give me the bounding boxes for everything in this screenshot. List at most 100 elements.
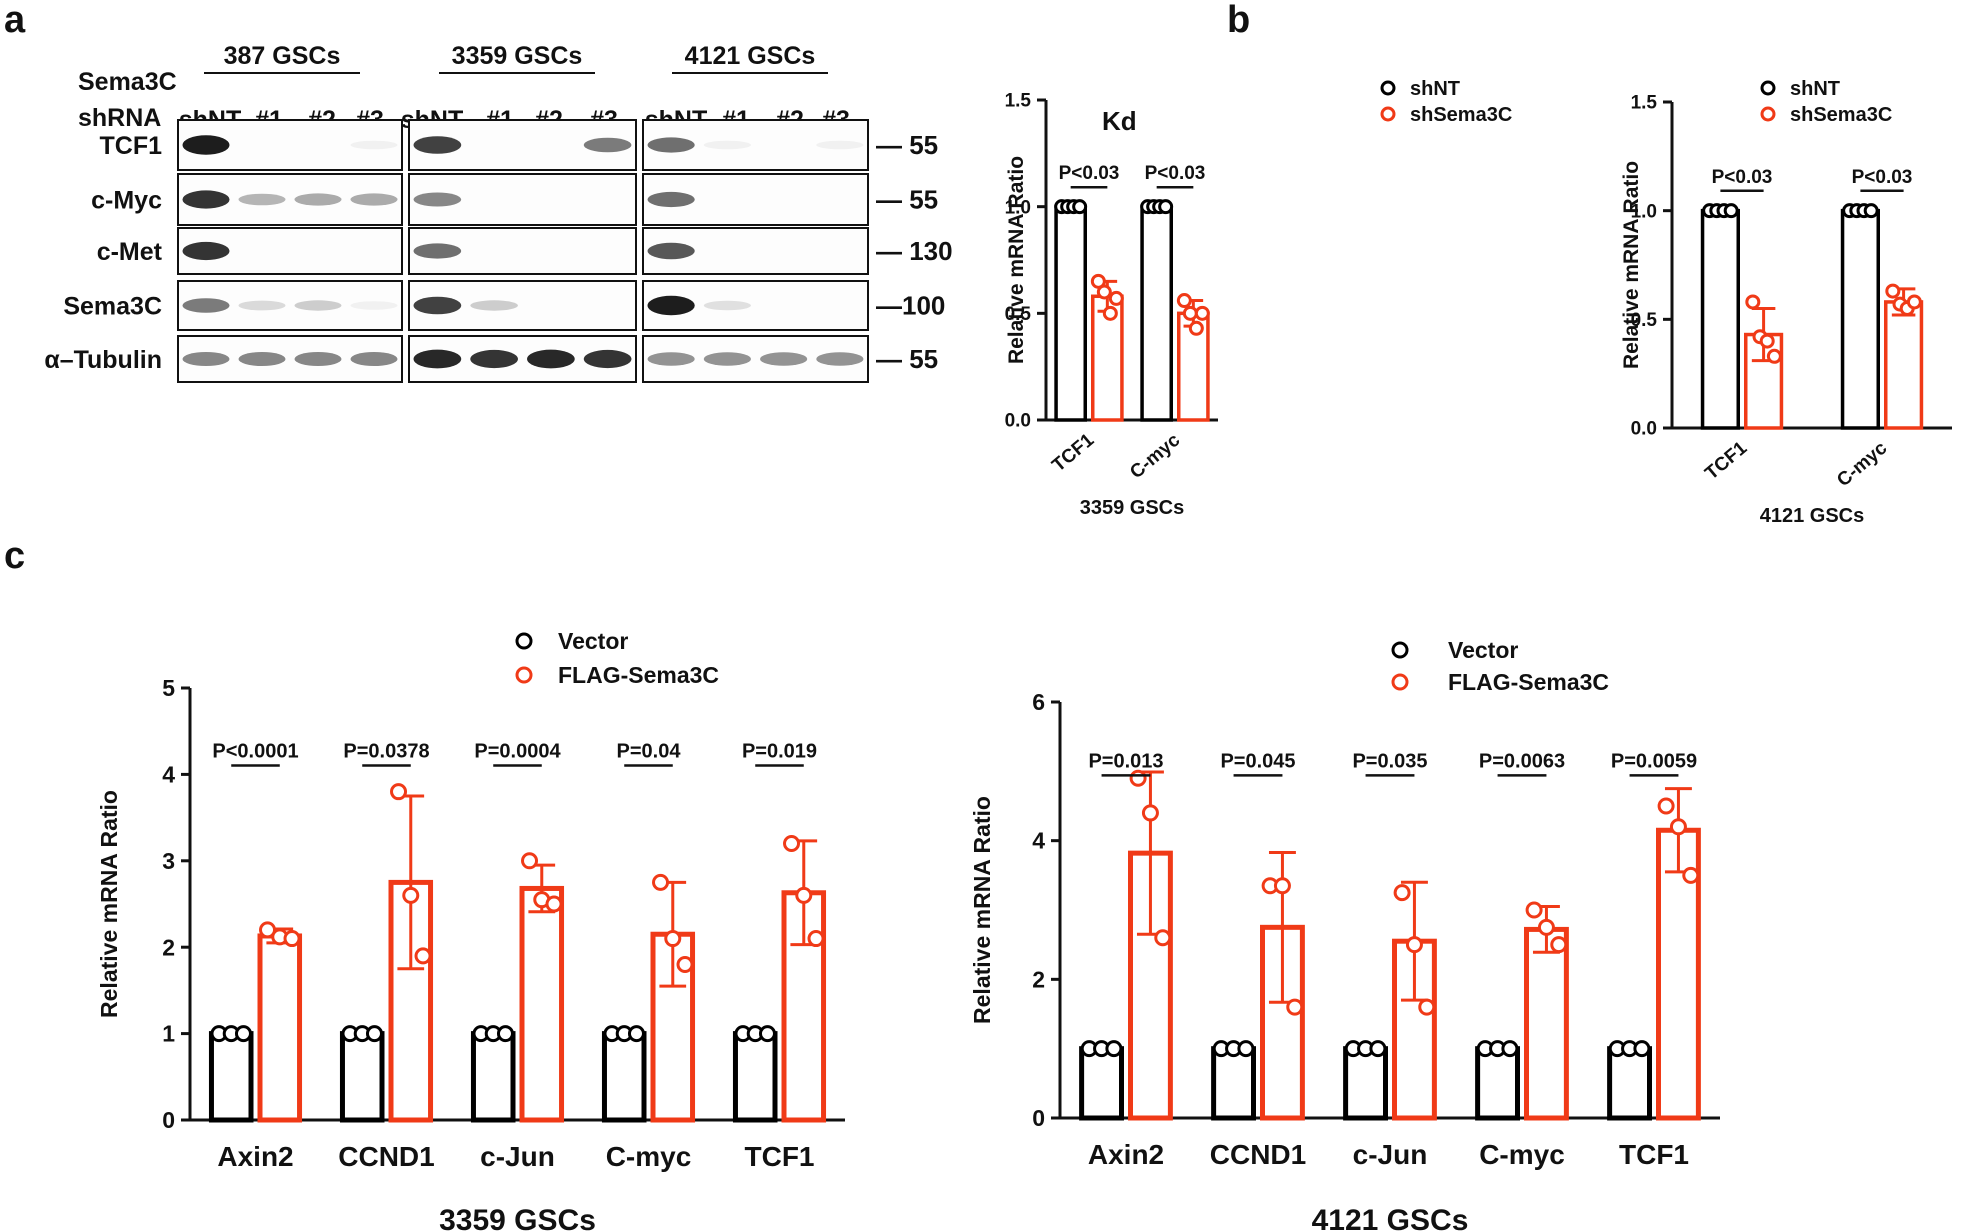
blot-band (527, 349, 575, 369)
bar-control (1475, 1046, 1520, 1121)
p-value-label: P=0.035 (1352, 750, 1427, 772)
data-point (795, 886, 813, 904)
blot-band (647, 137, 695, 153)
blot-band (238, 300, 286, 311)
data-point (1418, 998, 1436, 1016)
blot-row-label: Sema3C (63, 293, 162, 321)
data-point (283, 930, 301, 948)
data-point (1550, 936, 1568, 954)
blot-group-title: 387 GSCs (224, 42, 341, 70)
blot-band (583, 349, 632, 369)
data-point (1885, 283, 1901, 299)
blot-band (350, 352, 398, 366)
y-tick-label: 4 (1032, 828, 1045, 854)
legend-label: Vector (1448, 637, 1518, 663)
bar-control (1079, 1046, 1124, 1121)
blot-band (816, 140, 864, 150)
blot-band (760, 352, 808, 366)
data-point (1237, 1040, 1255, 1058)
blot-marker: — 55 (876, 344, 938, 374)
data-point (1863, 203, 1879, 219)
legend-label: shSema3C (1410, 104, 1512, 126)
blot-band (182, 352, 230, 366)
data-point (783, 835, 801, 853)
y-axis-label: Relative mRNA Ratio (1005, 156, 1028, 364)
blot-band (294, 352, 342, 366)
blot-group-title: 3359 GSCs (452, 42, 583, 70)
data-point (234, 1025, 252, 1043)
bar-treated (519, 885, 565, 1123)
data-point (807, 930, 825, 948)
data-point (496, 1025, 514, 1043)
blot-kd-label: Kd (1102, 106, 1137, 136)
legend-marker (515, 632, 533, 650)
blot-band (182, 298, 230, 313)
bar-control (208, 1031, 254, 1123)
legend-marker (1760, 80, 1776, 96)
data-point (1501, 1040, 1519, 1058)
data-point (627, 1025, 645, 1043)
blot-band (182, 135, 230, 155)
x-category-label: Axin2 (217, 1141, 293, 1172)
data-point (758, 1025, 776, 1043)
y-tick-label: 0.5 (1005, 304, 1032, 325)
p-value-label: P=0.0378 (343, 740, 429, 762)
data-point (1072, 199, 1088, 215)
bar-control (1054, 204, 1087, 422)
legend-label: FLAG-Sema3C (558, 662, 719, 688)
p-value-label: P=0.045 (1220, 750, 1295, 772)
blot-marker: — 55 (876, 185, 938, 215)
legend-marker (1391, 673, 1409, 691)
data-point (1096, 284, 1112, 300)
blot-band (583, 137, 632, 153)
data-point (1182, 305, 1198, 321)
data-point (1090, 273, 1106, 289)
bar-control (1607, 1046, 1652, 1121)
x-category-label: TCF1 (1048, 429, 1098, 476)
data-point (1141, 804, 1159, 822)
blot-band (413, 349, 462, 369)
y-tick-label: 4 (162, 761, 175, 787)
chart-b-4121: 0.0 0.5 1.0 1.5 Relative mRNA Ratio P<0.03 TCF… (1620, 78, 1952, 527)
bar-control (601, 1031, 647, 1123)
data-point (1405, 936, 1423, 954)
data-point (1766, 348, 1782, 364)
blot-band (413, 296, 462, 315)
bar-control (1140, 204, 1173, 422)
legend-marker (1380, 80, 1396, 96)
y-axis-label: Relative mRNA Ratio (1620, 161, 1643, 369)
blot-band (647, 242, 695, 260)
x-axis-title: 4121 GSCs (1312, 1204, 1469, 1232)
data-point (1633, 1040, 1651, 1058)
bar-control (1700, 208, 1741, 430)
data-point (414, 947, 432, 965)
bar-treated (1884, 300, 1924, 430)
x-category-label: C-myc (1126, 429, 1184, 483)
blot-header-sema3c: Sema3C (78, 68, 177, 96)
blot-membrane (642, 335, 869, 383)
data-point (1102, 305, 1118, 321)
blot-band (470, 300, 518, 311)
blot-marker: —100 (876, 291, 945, 321)
x-category-label: C-myc (1833, 437, 1891, 491)
blot-band (647, 295, 695, 316)
blot-band (470, 349, 518, 369)
p-value-label: P=0.0004 (474, 740, 561, 762)
x-axis-title: 4121 GSCs (1760, 505, 1865, 527)
legend-marker (1380, 106, 1396, 122)
data-point (1176, 293, 1192, 309)
blot-band (350, 193, 398, 206)
blot-row-label: c-Myc (91, 187, 162, 215)
data-point (402, 886, 420, 904)
p-value-label: P=0.013 (1088, 750, 1163, 772)
data-point (1537, 918, 1555, 936)
bar-control (470, 1031, 516, 1123)
y-tick-label: 0.5 (1631, 310, 1658, 331)
x-category-label: c-Jun (480, 1141, 555, 1172)
blot-row-label: α–Tubulin (44, 346, 162, 374)
y-axis-label: Relative mRNA Ratio (969, 796, 995, 1024)
x-category-label: TCF1 (745, 1141, 815, 1172)
data-point (1525, 901, 1543, 919)
p-value-label: P<0.03 (1852, 167, 1913, 188)
